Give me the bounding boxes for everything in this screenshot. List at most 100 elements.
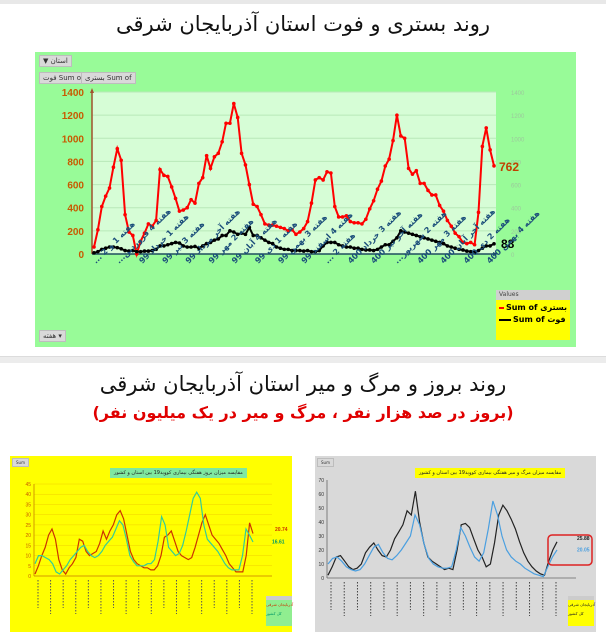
data-point (119, 158, 123, 163)
data-point (150, 224, 155, 229)
y-tick-label: 1200 (62, 111, 85, 122)
country-line (34, 491, 254, 575)
data-point (410, 232, 415, 237)
data-point (336, 242, 341, 247)
data-point (255, 233, 259, 238)
data-point (232, 230, 236, 234)
data-point (239, 231, 244, 235)
data-point (263, 238, 267, 242)
province-filter-button[interactable]: استان ▼ (39, 55, 72, 67)
data-point (340, 244, 345, 248)
incidence-corner-button[interactable]: Sum (12, 458, 29, 467)
data-point (134, 249, 139, 254)
data-point (235, 232, 240, 237)
secondary-y-tick-label: 1400 (511, 91, 525, 97)
y-tick-label: 40 (318, 520, 324, 526)
data-point (189, 245, 193, 249)
data-point (286, 229, 290, 233)
data-point (340, 215, 345, 219)
data-point (305, 219, 310, 224)
data-point (410, 172, 415, 176)
data-point (309, 201, 314, 205)
data-point (321, 178, 325, 182)
data-point (449, 245, 454, 249)
data-point (107, 186, 112, 190)
data-point (457, 247, 461, 252)
data-point (189, 197, 193, 202)
y-tick-label: 60 (318, 492, 324, 498)
data-point (406, 231, 411, 235)
data-point (123, 248, 127, 253)
data-point (158, 244, 162, 248)
data-point (263, 222, 267, 226)
y-tick-label: 0 (78, 250, 84, 261)
field-button-hospitalized[interactable]: Sum of بستری (81, 72, 136, 84)
bottom-section-subtitle: (بروز در صد هزار نفر ، مرگ و میر در یک م… (92, 403, 514, 422)
hospitalized-end-label: 762 (499, 160, 519, 174)
data-point (364, 248, 368, 252)
data-point (197, 246, 201, 251)
data-point (99, 204, 104, 209)
data-point (92, 245, 96, 249)
top-chart-heading: روند بستری و فوت استان آذربایجان شرقی (115, 12, 491, 36)
data-point (146, 222, 151, 226)
data-point (402, 230, 407, 234)
secondary-y-tick-label: 200 (511, 230, 522, 236)
data-point (480, 246, 485, 251)
data-point (465, 241, 469, 246)
data-point (371, 198, 376, 203)
data-point (169, 185, 174, 189)
data-point (107, 245, 112, 249)
data-point (301, 249, 306, 253)
data-point (437, 203, 442, 208)
data-point (430, 193, 434, 197)
legend-header (568, 596, 594, 600)
data-point (472, 242, 477, 247)
data-point (406, 166, 411, 171)
data-point (290, 227, 294, 232)
week-axis-button[interactable]: ▾ هفته (39, 330, 66, 342)
secondary-y-tick-label: 400 (511, 207, 522, 213)
data-point (441, 241, 446, 246)
data-point (437, 240, 442, 245)
data-point (169, 241, 174, 246)
y-tick-label: 20 (318, 548, 324, 554)
data-point (433, 193, 438, 197)
data-point (360, 222, 364, 226)
deaths-end-label: 88 (501, 237, 515, 251)
data-point (348, 245, 353, 249)
mortality-corner-button[interactable]: Sum (317, 458, 334, 467)
data-point (465, 249, 469, 253)
data-point (426, 188, 430, 193)
data-point (313, 178, 318, 182)
data-point (422, 181, 426, 186)
data-point (103, 246, 108, 251)
data-point (344, 245, 349, 249)
y-tick-label: 70 (318, 478, 324, 484)
province-end-label: 25.88 (577, 536, 590, 542)
data-point (398, 134, 403, 138)
data-point (115, 146, 120, 151)
data-point (301, 226, 306, 231)
data-point (204, 153, 209, 158)
data-point (158, 167, 162, 172)
data-point (154, 218, 158, 223)
data-point (441, 209, 446, 213)
data-point (461, 248, 465, 252)
data-point (286, 247, 290, 252)
field-button-deaths[interactable]: Sum of فوت (39, 72, 88, 84)
data-point (305, 248, 310, 253)
data-point (364, 217, 368, 222)
data-point (270, 241, 275, 246)
legend-header: Values (496, 290, 570, 300)
data-point (433, 239, 438, 244)
data-point (298, 230, 302, 234)
data-point (418, 234, 423, 239)
data-point (294, 248, 298, 253)
data-point (278, 246, 283, 251)
data-point (259, 236, 263, 240)
data-point (488, 148, 492, 152)
data-point (212, 238, 217, 242)
data-point (228, 121, 232, 126)
